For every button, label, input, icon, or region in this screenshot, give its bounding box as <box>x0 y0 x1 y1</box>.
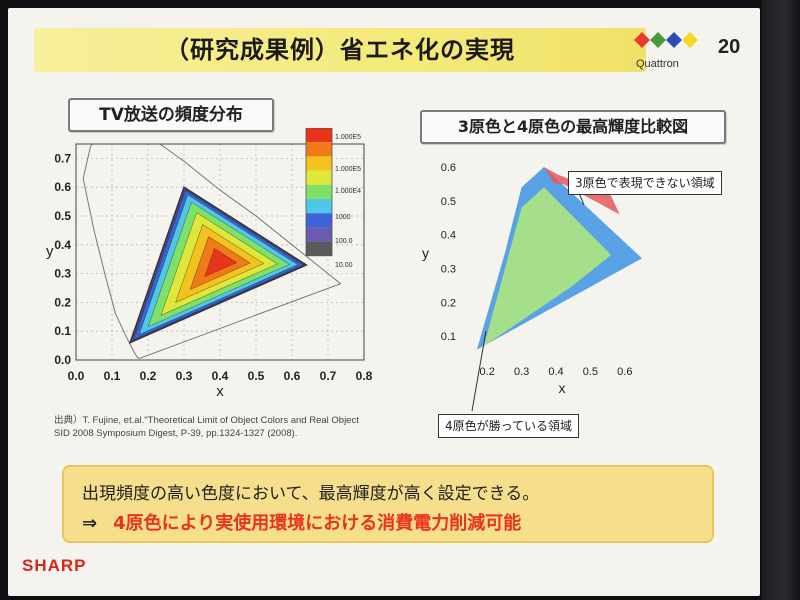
x-tick-label: 0.2 <box>140 369 157 383</box>
x-axis-label: x <box>559 380 566 396</box>
tv-frequency-chart: 0.0 0.1 0.2 0.3 0.4 0.5 0.6 0.7 0.8 0.0 0.1 0.2 0.3 0… <box>46 128 373 400</box>
x-tick-label: 0.3 <box>514 366 529 378</box>
colorbar-swatch <box>306 184 332 199</box>
colorbar-swatch <box>306 156 332 171</box>
comparison-chart-title: 3原色と4原色の最高輝度比較図 <box>420 110 726 144</box>
quattron-logo <box>634 32 698 48</box>
colorbar-label: 1000 <box>335 214 351 221</box>
y-tick-label: 0.0 <box>54 353 71 367</box>
annotation-3-primary: 3原色で表現できない領域 <box>568 171 722 195</box>
y-tick-label: 0.2 <box>54 295 71 309</box>
colorbar-swatch <box>306 227 332 242</box>
x-tick-label: 0.7 <box>320 369 337 383</box>
title-bar: （研究成果例）省エネ化の実現 <box>34 28 646 72</box>
x-tick-label: 0.8 <box>356 369 373 383</box>
gamut-comparison-chart: 0.2 0.3 0.4 0.5 0.6 0.1 0.2 0.3 0.4 0.5 0.6 x y <box>422 162 642 412</box>
colorbar-label: 1.000E5 <box>335 166 361 173</box>
annotation-4-primary: 4原色が勝っている領域 <box>438 414 580 438</box>
summary-text: 出現頻度の高い色度において、最高輝度が高く設定できる。 <box>82 484 540 504</box>
citation: 出典）T. Fujine, et.al."Theoretical Limit o… <box>54 414 424 440</box>
y-tick-label: 0.3 <box>441 263 456 275</box>
y-tick-label: 0.1 <box>54 324 71 338</box>
logo-text: Quattron <box>636 58 679 70</box>
x-axis-label: x <box>216 383 224 400</box>
y-tick-label: 0.5 <box>441 196 456 208</box>
y-tick-label: 0.2 <box>441 297 456 309</box>
y-axis-label: y <box>46 243 54 260</box>
colorbar-label: 10.00 <box>335 262 353 269</box>
x-tick-label: 0.2 <box>480 366 495 378</box>
plot-frame <box>75 143 365 361</box>
y-tick-label: 0.6 <box>54 180 71 194</box>
axes: 0.0 0.1 0.2 0.3 0.4 0.5 0.6 0.7 0.8 0.0 0.1 0.2 0.3 0… <box>46 143 373 400</box>
colorbar-label: 1.000E5 <box>335 134 361 141</box>
spectral-locus <box>82 144 342 360</box>
x-tick-label: 0.6 <box>617 366 632 378</box>
x-tick-label: 0.0 <box>68 369 85 383</box>
screen-edge <box>762 0 800 600</box>
colorbar-label: 100.0 <box>335 238 353 245</box>
citation-line-2: SID 2008 Symposium Digest, P-39, pp.1324… <box>54 428 298 439</box>
x-tick-label: 0.5 <box>248 369 265 383</box>
y-tick-label: 0.4 <box>54 238 71 252</box>
y-tick-label: 0.5 <box>54 209 71 223</box>
heatmap-band <box>204 248 238 278</box>
x-tick-label: 0.4 <box>548 366 563 378</box>
x-tick-label: 0.6 <box>284 369 301 383</box>
x-tick-label: 0.1 <box>104 369 121 383</box>
page-number: 20 <box>718 36 741 58</box>
y-axis-label: y <box>422 245 429 261</box>
sharp-logo: SHARP <box>22 556 87 575</box>
colorbar: 1.000E5 1.000E5 1.000E4 1000 100.0 10.00 <box>305 128 361 269</box>
slide-title: （研究成果例）省エネ化の実現 <box>165 36 515 64</box>
colorbar-swatch <box>306 199 332 214</box>
spectral-locus-line <box>82 144 342 360</box>
summary-box: 出現頻度の高い色度において、最高輝度が高く設定できる。 ⇒ 4原色により実使用環境… <box>62 465 714 543</box>
y-tick-label: 0.6 <box>441 162 456 174</box>
x-tick-label: 0.4 <box>212 369 229 383</box>
green-region <box>483 187 612 347</box>
colorbar-label: 1.000E4 <box>335 188 361 195</box>
y-tick-label: 0.4 <box>441 230 456 242</box>
citation-line-1: 出典）T. Fujine, et.al."Theoretical Limit o… <box>54 415 359 426</box>
arrow-icon: ⇒ <box>82 513 98 534</box>
y-tick-label: 0.7 <box>54 151 71 165</box>
y-tick-label: 0.1 <box>441 331 456 343</box>
colorbar-frame <box>305 128 333 257</box>
colorbar-swatch <box>306 128 332 143</box>
x-tick-label: 0.3 <box>176 369 193 383</box>
leader-line-bottom <box>471 330 487 412</box>
gamut-triangle <box>128 186 308 345</box>
tv-chart-title: TV放送の頻度分布 <box>68 98 274 132</box>
axes: 0.2 0.3 0.4 0.5 0.6 0.1 0.2 0.3 0.4 0.5 0.6 x y <box>422 162 632 412</box>
colorbar-swatch <box>306 142 332 157</box>
colorbar-swatch <box>306 241 332 256</box>
colorbar-swatch <box>306 213 332 228</box>
conclusion-line: ⇒ 4原色により実使用環境における消費電力削減可能 <box>82 509 521 535</box>
y-tick-label: 0.3 <box>54 267 71 281</box>
x-tick-label: 0.5 <box>583 366 598 378</box>
frequency-heatmap <box>128 186 308 345</box>
colorbar-swatch <box>306 170 332 185</box>
conclusion-text: 4原色により実使用環境における消費電力削減可能 <box>113 513 522 534</box>
